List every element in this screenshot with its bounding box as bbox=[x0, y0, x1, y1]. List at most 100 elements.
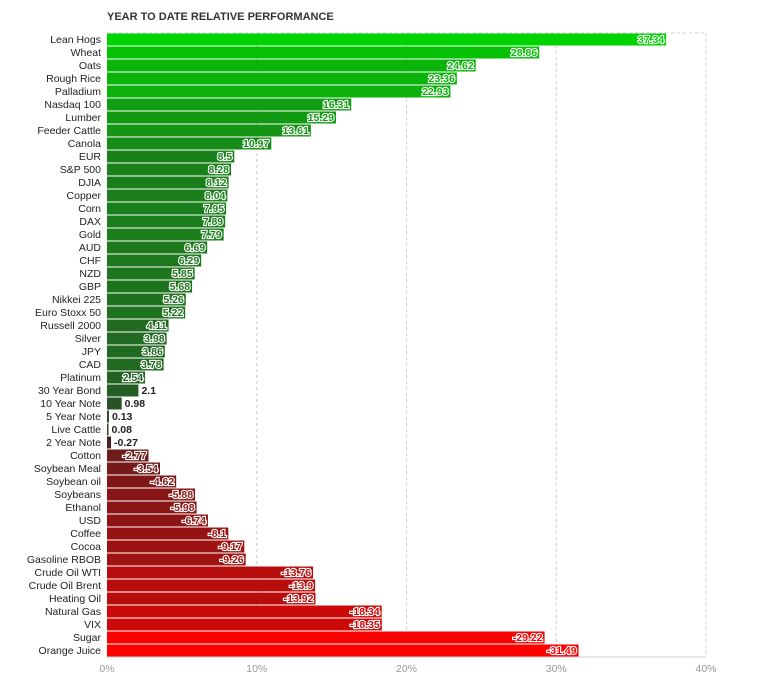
value-label: 8.28 bbox=[209, 164, 230, 176]
bar bbox=[107, 176, 229, 189]
category-label: Soybeans bbox=[54, 489, 101, 501]
value-label: 10.97 bbox=[243, 138, 269, 150]
category-label: EUR bbox=[79, 151, 102, 163]
value-label: 0.08 bbox=[112, 424, 133, 436]
bar bbox=[107, 345, 165, 358]
category-label: 5 Year Note bbox=[46, 411, 101, 423]
category-label: Cotton bbox=[70, 450, 101, 462]
value-label: -18.35 bbox=[350, 619, 380, 631]
bar bbox=[107, 371, 146, 384]
bar bbox=[107, 436, 112, 449]
value-label: 3.86 bbox=[142, 346, 163, 358]
bar bbox=[107, 579, 316, 592]
bar bbox=[107, 228, 224, 241]
category-label: Platinum bbox=[60, 372, 101, 384]
value-label: 7.95 bbox=[204, 203, 225, 215]
value-label: -31.49 bbox=[547, 645, 577, 657]
bar bbox=[107, 150, 235, 163]
value-label: 24.62 bbox=[447, 60, 473, 72]
bar bbox=[107, 137, 272, 150]
value-label: 3.98 bbox=[144, 333, 165, 345]
value-label: 28.86 bbox=[511, 47, 537, 59]
category-label: Silver bbox=[75, 333, 102, 345]
value-label: 0.98 bbox=[125, 398, 146, 410]
value-label: 6.29 bbox=[179, 255, 200, 267]
bar bbox=[107, 293, 186, 306]
category-label: Cocoa bbox=[71, 541, 102, 553]
category-label: Heating Oil bbox=[49, 593, 101, 605]
category-label: CHF bbox=[79, 255, 101, 267]
category-label: Euro Stoxx 50 bbox=[35, 307, 101, 319]
category-label: Oats bbox=[79, 60, 101, 72]
category-label: Nasdaq 100 bbox=[44, 99, 101, 111]
bar bbox=[107, 410, 109, 423]
x-tick-label: 10% bbox=[246, 663, 267, 675]
bar bbox=[107, 631, 545, 644]
value-label: 5.22 bbox=[163, 307, 184, 319]
value-label: -18.34 bbox=[350, 606, 380, 618]
value-label: 7.89 bbox=[203, 216, 224, 228]
category-label: Nikkei 225 bbox=[52, 294, 101, 306]
bar bbox=[107, 319, 169, 332]
bar bbox=[107, 553, 246, 566]
value-label: -29.22 bbox=[513, 632, 543, 644]
value-label: 5.26 bbox=[163, 294, 184, 306]
category-label: DJIA bbox=[78, 177, 101, 189]
value-label: 8.5 bbox=[218, 151, 233, 163]
value-label: -0.27 bbox=[114, 437, 138, 449]
bar bbox=[107, 384, 139, 397]
bar bbox=[107, 241, 208, 254]
value-label: -9.17 bbox=[218, 541, 242, 553]
value-label: -8.1 bbox=[208, 528, 226, 540]
category-label: Live Cattle bbox=[51, 424, 101, 436]
category-label: Lumber bbox=[65, 112, 101, 124]
category-label: GBP bbox=[79, 281, 101, 293]
value-label: 23.36 bbox=[429, 73, 455, 85]
bar bbox=[107, 488, 196, 501]
category-label: Lean Hogs bbox=[50, 34, 101, 46]
category-label: Wheat bbox=[71, 47, 101, 59]
bar bbox=[107, 33, 667, 46]
bar bbox=[107, 423, 109, 436]
bar bbox=[107, 644, 579, 657]
category-label: Ethanol bbox=[65, 502, 101, 514]
bar bbox=[107, 332, 167, 345]
bar bbox=[107, 280, 193, 293]
value-label: 3.78 bbox=[141, 359, 162, 371]
bar bbox=[107, 592, 316, 605]
bar bbox=[107, 618, 382, 631]
x-tick-label: 20% bbox=[396, 663, 417, 675]
bar bbox=[107, 514, 208, 527]
value-label: 16.31 bbox=[323, 99, 349, 111]
bar bbox=[107, 98, 352, 111]
value-label: -13.9 bbox=[289, 580, 313, 592]
value-label: -5.98 bbox=[171, 502, 195, 514]
category-label: Canola bbox=[68, 138, 101, 150]
category-label: Orange Juice bbox=[39, 645, 102, 657]
bar bbox=[107, 85, 451, 98]
bar bbox=[107, 163, 231, 176]
category-label: 30 Year Bond bbox=[38, 385, 101, 397]
value-label: 8.12 bbox=[206, 177, 227, 189]
bar bbox=[107, 475, 177, 488]
category-label: NZD bbox=[79, 268, 101, 280]
value-label: 13.61 bbox=[283, 125, 309, 137]
bar bbox=[107, 254, 202, 267]
value-label: 22.93 bbox=[422, 86, 448, 98]
value-label: 37.34 bbox=[638, 34, 664, 46]
value-label: 7.79 bbox=[201, 229, 222, 241]
x-tick-label: 0% bbox=[99, 663, 114, 675]
category-label: USD bbox=[79, 515, 102, 527]
category-label: Gasoline RBOB bbox=[27, 554, 101, 566]
chart-title: YEAR TO DATE RELATIVE PERFORMANCE bbox=[107, 11, 334, 23]
bar bbox=[107, 527, 229, 540]
value-label: 5.68 bbox=[170, 281, 191, 293]
value-label: 5.85 bbox=[172, 268, 193, 280]
value-label: 6.69 bbox=[185, 242, 206, 254]
x-tick-label: 40% bbox=[695, 663, 716, 675]
category-label: AUD bbox=[79, 242, 102, 254]
category-label: DAX bbox=[79, 216, 101, 228]
value-label: 2.1 bbox=[141, 385, 156, 397]
bar bbox=[107, 189, 228, 202]
